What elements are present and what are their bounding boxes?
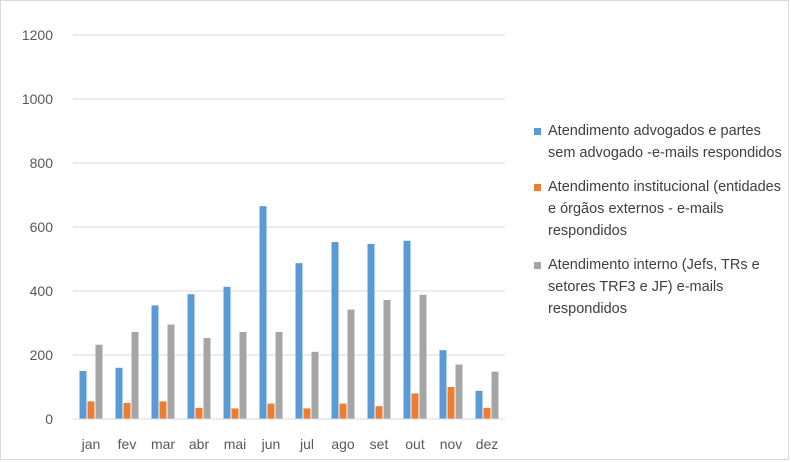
bar-jun-series-3: [275, 331, 283, 419]
y-tick-label: 0: [45, 411, 53, 427]
bar-out-series-2: [411, 393, 419, 419]
legend-label-interno: Atendimento interno (Jefs, TRs e setores…: [548, 257, 760, 317]
y-tick-label: 400: [30, 283, 54, 299]
bar-jun-series-1: [259, 206, 267, 419]
bar-fev-series-2: [123, 403, 131, 419]
x-tick-label: jul: [299, 436, 314, 452]
y-tick-label: 800: [30, 155, 54, 171]
bar-set-series-1: [367, 243, 375, 419]
x-tick-label: set: [370, 436, 389, 452]
x-tick-label: mar: [151, 436, 175, 452]
x-tick-label: mai: [224, 436, 247, 452]
bar-mar-series-1: [151, 305, 159, 419]
bar-jan-series-3: [95, 344, 103, 419]
bar-abr-series-3: [203, 338, 211, 419]
bar-jul-series-1: [295, 263, 303, 419]
x-tick-label: ago: [331, 436, 355, 452]
bar-mar-series-3: [167, 324, 175, 419]
legend-label-advogados: Atendimento advogados e partes sem advog…: [548, 123, 782, 161]
bar-abr-series-1: [187, 294, 195, 419]
x-tick-label: abr: [189, 436, 210, 452]
bar-mai-series-3: [239, 331, 247, 419]
y-axis-ticks: 0 200 400 600 800 1000 1200: [22, 27, 53, 427]
x-tick-label: nov: [440, 436, 463, 452]
bar-mar-series-2: [159, 401, 167, 419]
bar-mai-series-1: [223, 286, 231, 419]
bar-nov-series-3: [455, 364, 463, 419]
legend: Atendimento advogados e partes sem advog…: [534, 120, 789, 332]
bars: [79, 206, 499, 419]
x-tick-label: fev: [118, 436, 137, 452]
bar-set-series-3: [383, 299, 391, 419]
y-tick-label: 600: [30, 219, 54, 235]
y-tick-label: 200: [30, 347, 54, 363]
legend-item-interno: Atendimento interno (Jefs, TRs e setores…: [534, 254, 789, 320]
x-tick-label: jan: [81, 436, 101, 452]
bar-ago-series-2: [339, 403, 347, 419]
bar-fev-series-3: [131, 331, 139, 419]
legend-swatch-advogados: [534, 128, 541, 135]
bar-jul-series-3: [311, 351, 319, 419]
legend-label-institucional: Atendimento institucional (entidades e ó…: [548, 179, 781, 239]
bar-ago-series-3: [347, 309, 355, 419]
x-tick-label: out: [405, 436, 425, 452]
x-tick-label: jun: [261, 436, 281, 452]
bar-abr-series-2: [195, 407, 203, 419]
x-tick-label: dez: [476, 436, 499, 452]
bar-nov-series-1: [439, 350, 447, 419]
bar-jan-series-2: [87, 401, 95, 419]
legend-swatch-interno: [534, 262, 541, 269]
bar-set-series-2: [375, 406, 383, 419]
bar-fev-series-1: [115, 367, 123, 419]
bar-out-series-1: [403, 240, 411, 419]
bar-jul-series-2: [303, 408, 311, 419]
y-tick-label: 1200: [22, 27, 53, 43]
y-tick-label: 1000: [22, 91, 53, 107]
bar-nov-series-2: [447, 387, 455, 419]
gridlines: [73, 34, 505, 356]
bar-ago-series-1: [331, 242, 339, 419]
legend-swatch-institucional: [534, 184, 541, 191]
bar-dez-series-3: [491, 371, 499, 419]
bar-jun-series-2: [267, 403, 275, 419]
bar-dez-series-1: [475, 390, 483, 419]
x-axis-ticks: jan fev mar abr mai jun jul ago set out nov dez: [81, 436, 499, 452]
bar-mai-series-2: [231, 408, 239, 419]
legend-item-advogados: Atendimento advogados e partes sem advog…: [534, 120, 789, 164]
bar-out-series-3: [419, 294, 427, 419]
bar-dez-series-2: [483, 407, 491, 419]
bar-jan-series-1: [79, 371, 87, 419]
legend-item-institucional: Atendimento institucional (entidades e ó…: [534, 176, 789, 242]
